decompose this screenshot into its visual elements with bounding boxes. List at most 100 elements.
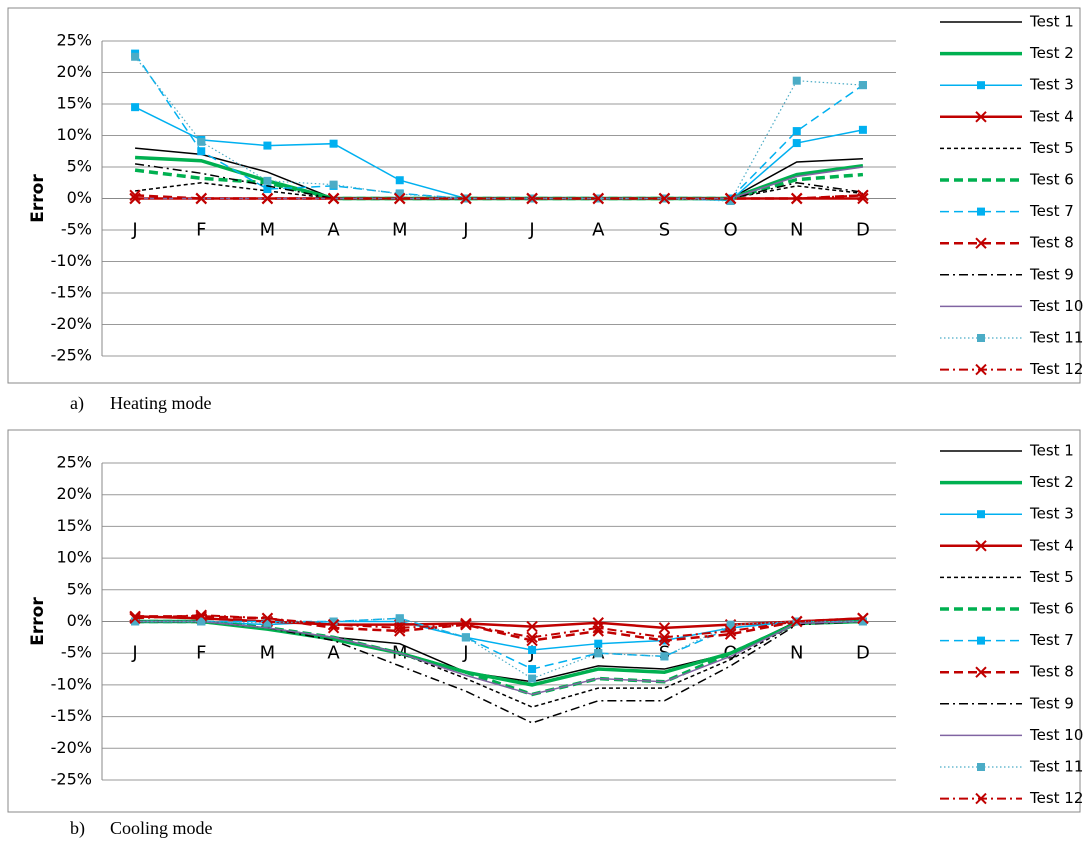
legend-marker bbox=[977, 636, 985, 645]
series-line bbox=[135, 194, 863, 200]
marker-square bbox=[858, 81, 867, 90]
y-tick-label: 0% bbox=[67, 611, 92, 630]
legend-label: Test 6 bbox=[1029, 600, 1074, 618]
marker-square bbox=[263, 141, 272, 150]
x-tick-label: O bbox=[723, 220, 737, 241]
y-tick-label: 15% bbox=[56, 94, 92, 113]
y-tick-label: -20% bbox=[51, 314, 92, 333]
legend-label: Test 4 bbox=[1029, 536, 1074, 554]
y-tick-label: 10% bbox=[56, 548, 92, 567]
caption-marker: a) bbox=[70, 393, 84, 414]
marker-square bbox=[858, 125, 867, 134]
marker-x bbox=[460, 192, 472, 205]
y-tick-label: 20% bbox=[56, 62, 92, 81]
y-tick-label: -25% bbox=[51, 770, 92, 789]
legend-label: Test 11 bbox=[1029, 758, 1083, 776]
y-tick-label: -5% bbox=[61, 643, 92, 662]
series-line bbox=[135, 166, 864, 200]
legend-label: Test 10 bbox=[1029, 726, 1083, 744]
y-tick-label: 15% bbox=[56, 516, 92, 535]
legend-marker bbox=[975, 237, 987, 249]
y-tick-label: 25% bbox=[56, 453, 92, 472]
x-tick-label: N bbox=[790, 643, 803, 664]
y-axis-title: Error bbox=[28, 597, 48, 646]
x-tick-label: A bbox=[327, 220, 340, 241]
y-tick-label: 25% bbox=[56, 31, 92, 50]
legend-label: Test 7 bbox=[1029, 202, 1074, 220]
marker-square bbox=[660, 652, 669, 661]
marker-x bbox=[658, 622, 671, 634]
x-tick-label: D bbox=[856, 643, 870, 664]
marker-square bbox=[197, 137, 206, 146]
series-line bbox=[134, 53, 864, 200]
marker-square bbox=[395, 176, 404, 185]
marker-square bbox=[395, 190, 404, 199]
marker-x bbox=[724, 192, 737, 205]
chart: 25% 20% 15% 10% 5% 0% -5% -10% -15% -20% -25% Error… bbox=[7, 429, 1083, 839]
x-tick-label: M bbox=[260, 643, 276, 664]
marker-x bbox=[129, 192, 141, 205]
marker-x bbox=[195, 609, 207, 621]
series-line bbox=[135, 620, 863, 708]
legend-label: Test 8 bbox=[1029, 663, 1074, 681]
marker-square bbox=[197, 147, 206, 156]
marker-x bbox=[592, 617, 604, 629]
legend-label: Test 2 bbox=[1029, 473, 1074, 491]
legend-label: Test 9 bbox=[1029, 694, 1074, 712]
legend-marker bbox=[975, 363, 987, 376]
x-tick-label: M bbox=[392, 220, 408, 241]
y-tick-label: -10% bbox=[51, 674, 92, 693]
series-line bbox=[135, 619, 863, 697]
marker-square bbox=[528, 646, 537, 655]
x-tick-label: J bbox=[131, 643, 137, 664]
caption: Heating mode bbox=[110, 393, 211, 413]
marker-x bbox=[261, 192, 274, 205]
legend-marker bbox=[975, 111, 987, 123]
marker-x bbox=[526, 631, 538, 644]
marker-x bbox=[592, 622, 604, 634]
marker-square bbox=[726, 620, 735, 629]
y-tick-label: 5% bbox=[67, 579, 92, 598]
marker-x bbox=[658, 631, 671, 644]
series-line bbox=[135, 617, 863, 680]
marker-square bbox=[263, 185, 272, 194]
legend-label: Test 12 bbox=[1029, 789, 1083, 807]
marker-square bbox=[329, 617, 338, 626]
legend-label: Test 3 bbox=[1029, 505, 1074, 523]
legend-label: Test 1 bbox=[1029, 442, 1074, 460]
legend-label: Test 7 bbox=[1029, 631, 1074, 649]
series-line bbox=[135, 620, 863, 696]
x-tick-label: J bbox=[131, 220, 137, 241]
legend-marker bbox=[977, 207, 985, 216]
legend-marker bbox=[975, 540, 987, 552]
marker-x bbox=[857, 612, 869, 625]
marker-square bbox=[792, 139, 801, 148]
marker-x bbox=[791, 192, 803, 205]
y-tick-label: 20% bbox=[56, 484, 92, 503]
series-line bbox=[135, 617, 863, 670]
marker-x bbox=[261, 612, 274, 625]
legend-marker bbox=[977, 510, 985, 519]
marker-square bbox=[263, 618, 272, 627]
marker-square bbox=[263, 176, 272, 185]
marker-x bbox=[394, 622, 406, 634]
marker-x bbox=[526, 192, 538, 205]
series-line bbox=[135, 615, 863, 642]
marker-square bbox=[197, 617, 206, 626]
legend-label: Test 2 bbox=[1029, 44, 1074, 62]
legend-label: Test 1 bbox=[1029, 13, 1074, 31]
legend-label: Test 10 bbox=[1029, 297, 1083, 315]
series-line bbox=[135, 620, 863, 724]
legend-label: Test 5 bbox=[1029, 568, 1074, 586]
x-tick-label: A bbox=[592, 220, 605, 241]
x-tick-label: A bbox=[327, 643, 340, 664]
marker-square bbox=[329, 139, 338, 148]
legend-label: Test 9 bbox=[1029, 265, 1074, 283]
caption: Cooling mode bbox=[110, 818, 213, 838]
marker-x bbox=[327, 192, 340, 205]
chart: 25% 20% 15% 10% 5% 0% -5% -10% -15% -20% -25% Error… bbox=[7, 7, 1083, 414]
y-tick-label: -20% bbox=[51, 738, 92, 757]
x-tick-label: N bbox=[790, 220, 803, 241]
y-tick-label: -15% bbox=[51, 706, 92, 725]
x-tick-label: J bbox=[528, 220, 534, 241]
